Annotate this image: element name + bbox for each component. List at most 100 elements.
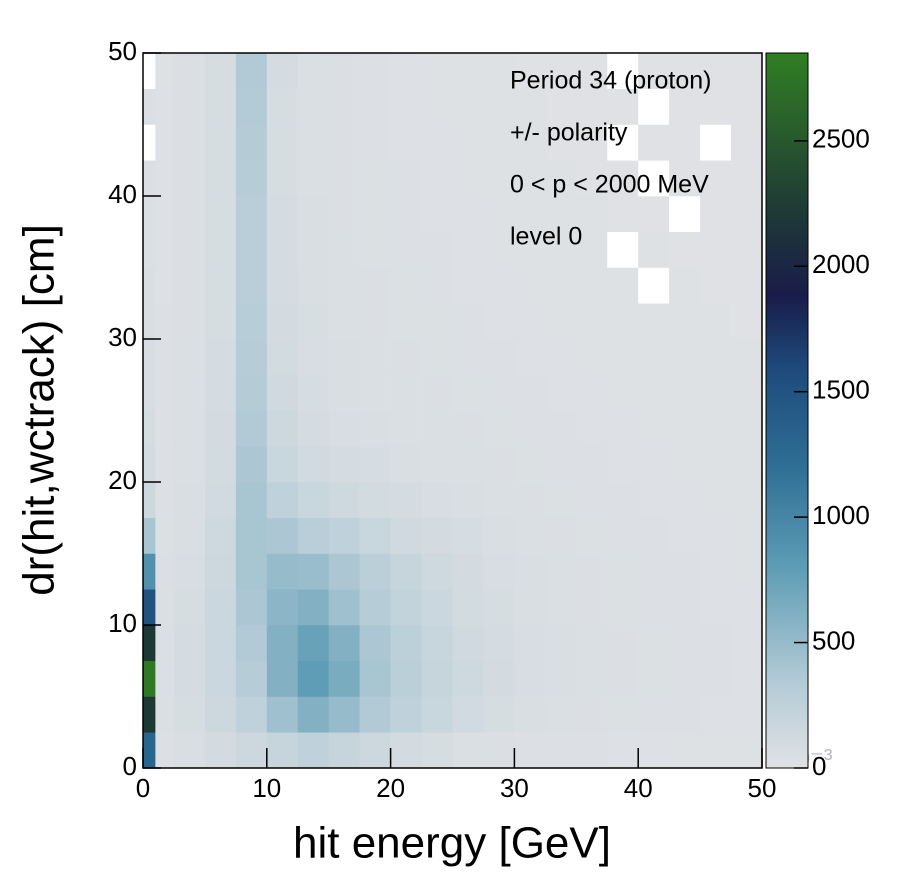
heatmap-cell bbox=[328, 231, 360, 268]
heatmap-cell bbox=[173, 374, 206, 411]
heatmap-cell bbox=[638, 410, 670, 447]
heatmap-cell bbox=[359, 124, 391, 161]
heatmap-cell bbox=[576, 410, 608, 447]
heatmap-cell bbox=[266, 660, 299, 697]
heatmap-cell bbox=[638, 160, 670, 197]
heatmap-cell bbox=[155, 231, 175, 268]
heatmap-cell bbox=[173, 410, 206, 447]
heatmap-cell bbox=[452, 553, 484, 590]
heatmap-cell bbox=[483, 625, 515, 662]
heatmap-cell bbox=[483, 732, 515, 769]
x-tick-label: 30 bbox=[500, 773, 529, 803]
heatmap-cell bbox=[143, 231, 156, 268]
heatmap-cell bbox=[607, 732, 639, 769]
heatmap-cell bbox=[483, 410, 515, 447]
heatmap-cell bbox=[421, 696, 453, 733]
heatmap-cell bbox=[638, 660, 670, 697]
heatmap-cell bbox=[359, 231, 391, 268]
heatmap-cell bbox=[731, 160, 763, 197]
heatmap-cell bbox=[576, 553, 608, 590]
heatmap-cell bbox=[545, 160, 577, 197]
heatmap-cell bbox=[328, 339, 360, 376]
heatmap-cell bbox=[483, 696, 515, 733]
heatmap-cell bbox=[359, 339, 391, 376]
heatmap-cell bbox=[390, 660, 422, 697]
annotation: +/- polarity bbox=[510, 119, 628, 147]
heatmap-cell bbox=[452, 374, 484, 411]
heatmap-cell bbox=[235, 553, 268, 590]
heatmap-cell bbox=[700, 88, 732, 125]
heatmap-cell bbox=[421, 124, 453, 161]
heatmap-cell bbox=[576, 482, 608, 519]
heatmap-cell bbox=[421, 732, 453, 769]
heatmap-cell bbox=[173, 124, 206, 161]
heatmap-cell bbox=[297, 231, 329, 268]
heatmap-cell bbox=[700, 196, 732, 233]
heatmap-cell bbox=[155, 482, 175, 519]
heatmap-cell bbox=[297, 446, 329, 483]
colorbar bbox=[765, 52, 809, 769]
heatmap-cell bbox=[328, 53, 360, 90]
heatmap-cell bbox=[700, 696, 732, 733]
heatmap-cell bbox=[266, 732, 299, 769]
heatmap-cell bbox=[359, 446, 391, 483]
heatmap-cell bbox=[576, 88, 608, 125]
heatmap-cell bbox=[700, 589, 732, 626]
heatmap-cell bbox=[204, 88, 237, 125]
heatmap-cell bbox=[421, 374, 453, 411]
heatmap-cell bbox=[514, 660, 546, 697]
heatmap-cell bbox=[297, 517, 329, 554]
heatmap-cell bbox=[297, 482, 329, 519]
heatmap-cell bbox=[669, 660, 701, 697]
heatmap-cell bbox=[576, 660, 608, 697]
heatmap-cell bbox=[731, 732, 763, 769]
heatmap-cell bbox=[514, 446, 546, 483]
heatmap-cell bbox=[328, 517, 360, 554]
heatmap-cell bbox=[638, 696, 670, 733]
heatmap-cell bbox=[297, 553, 329, 590]
heatmap-cell bbox=[173, 482, 206, 519]
heatmap-cell bbox=[607, 53, 639, 90]
heatmap-cell bbox=[155, 374, 175, 411]
heatmap-cell bbox=[297, 660, 329, 697]
heatmap-cell bbox=[143, 410, 156, 447]
heatmap-cell bbox=[204, 339, 237, 376]
heatmap-cell bbox=[669, 124, 701, 161]
heatmap-cell bbox=[143, 303, 156, 340]
heatmap-cell bbox=[576, 196, 608, 233]
heatmap-cell bbox=[235, 267, 268, 304]
heatmap-cell bbox=[669, 267, 701, 304]
heatmap-cell bbox=[173, 231, 206, 268]
heatmap-cell bbox=[266, 231, 299, 268]
heatmap-cell bbox=[266, 53, 299, 90]
heatmap-cell bbox=[638, 446, 670, 483]
heatmap-cell bbox=[514, 517, 546, 554]
y-axis-title: dr(hit,wctrack) [cm] bbox=[15, 224, 64, 596]
heatmap-cell bbox=[359, 267, 391, 304]
heatmap-cell bbox=[297, 589, 329, 626]
heatmap-cell bbox=[638, 53, 670, 90]
heatmap-cell bbox=[328, 625, 360, 662]
heatmap-cell bbox=[545, 231, 577, 268]
heatmap-cell bbox=[545, 553, 577, 590]
heatmap-cell bbox=[700, 410, 732, 447]
heatmap-cell bbox=[514, 482, 546, 519]
heatmap-cell bbox=[731, 589, 763, 626]
heatmap-cell bbox=[545, 660, 577, 697]
heatmap-cell bbox=[700, 446, 732, 483]
heatmap-cell bbox=[514, 160, 546, 197]
heatmap-cell bbox=[143, 625, 156, 662]
heatmap-cell bbox=[421, 446, 453, 483]
heatmap-cell bbox=[204, 696, 237, 733]
heatmap-cell bbox=[483, 339, 515, 376]
heatmap-cell bbox=[576, 589, 608, 626]
heatmap-cell bbox=[452, 625, 484, 662]
heatmap-cell bbox=[266, 410, 299, 447]
heatmap-cell bbox=[731, 196, 763, 233]
heatmap-cell bbox=[204, 517, 237, 554]
heatmap-cell bbox=[731, 88, 763, 125]
heatmap-cell bbox=[514, 553, 546, 590]
heatmap-cell bbox=[607, 303, 639, 340]
heatmap-cell bbox=[607, 124, 639, 161]
